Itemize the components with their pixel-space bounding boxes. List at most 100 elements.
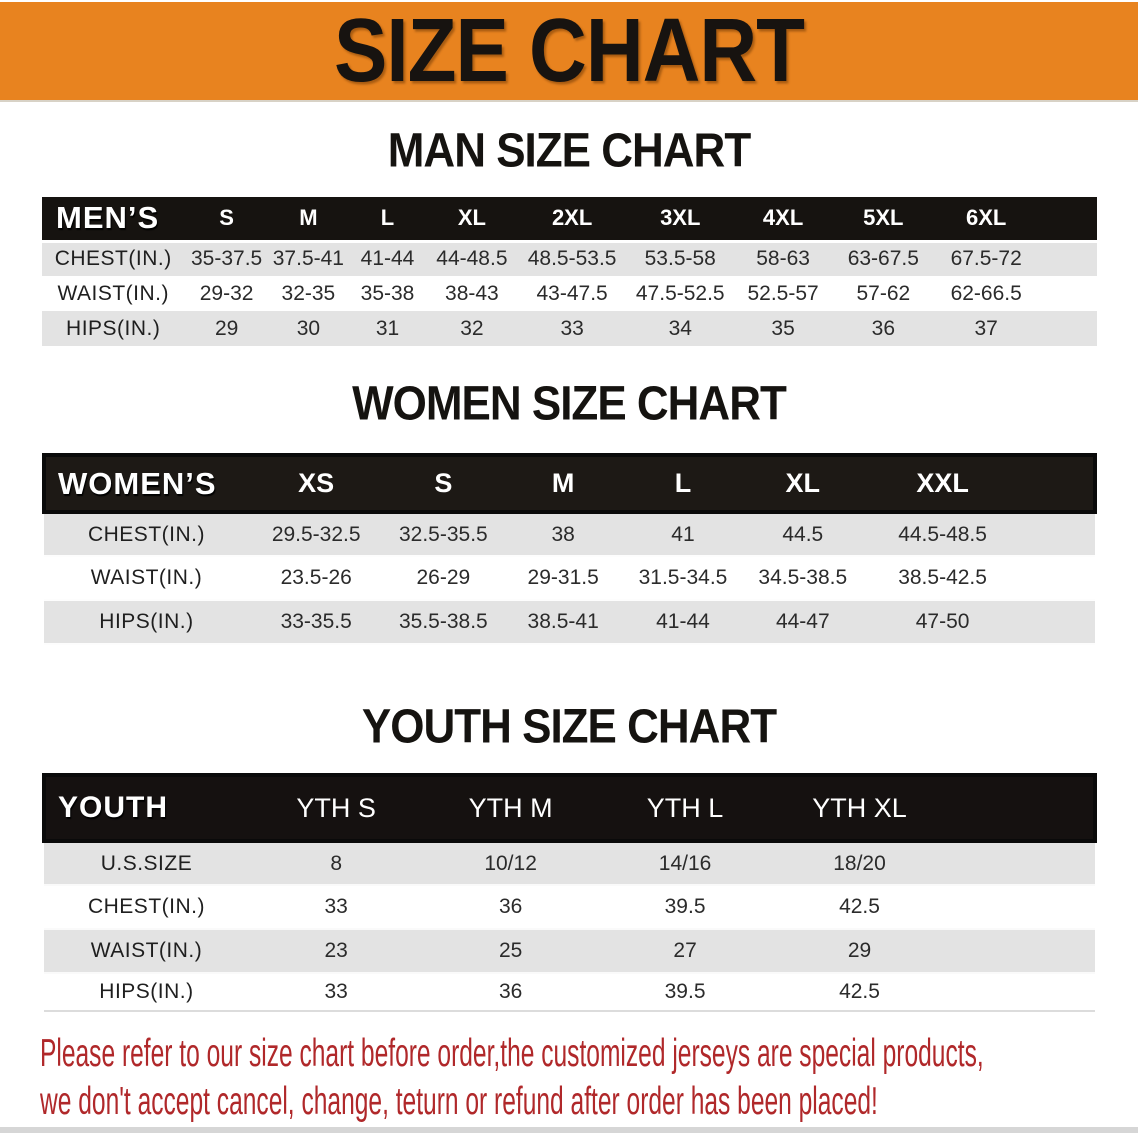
size-column-header: L: [347, 197, 428, 243]
size-value-cell: 44-47: [742, 600, 863, 645]
size-value-cell: 36: [423, 885, 598, 930]
size-column-header: M: [503, 453, 624, 514]
size-column-header: 6XL: [933, 197, 1039, 243]
table-row: WAIST(IN.) 23 25 27 29: [44, 929, 1095, 974]
table-row: CHEST(IN.) 29.5-32.5 32.5-35.5 38 41 44.…: [44, 512, 1095, 557]
size-value-cell: 30: [296, 316, 321, 340]
table-row: WAIST(IN.) 23.5-26 26-29 29-31.5 31.5-34…: [44, 556, 1095, 601]
size-column-header: 3XL: [627, 197, 733, 243]
size-value-cell: 38.5-42.5: [862, 556, 1023, 601]
row-spacer: [946, 885, 1095, 930]
size-column-header: M: [268, 197, 348, 243]
size-value-cell: 34.5-38.5: [742, 556, 863, 601]
size-value-cell: 39.5: [597, 885, 773, 930]
size-value-cell: 38-43: [445, 281, 499, 305]
size-column-header: XL: [742, 453, 863, 514]
size-value-cell: 35-37.5: [191, 247, 263, 271]
size-value-cell: 35-38: [360, 281, 415, 305]
row-spacer: [1039, 311, 1097, 346]
size-value-cell: 18/20: [772, 841, 947, 886]
row-spacer: [1039, 241, 1097, 276]
size-value-cell: 43-47.5: [536, 281, 608, 305]
table-row: WAIST(IN.) 29-32 32-35 35-38 38-43 43-47…: [42, 276, 1097, 311]
header-spacer: [1022, 453, 1097, 514]
size-value-cell: 32: [460, 316, 484, 340]
size-value-cell: 41-44: [623, 600, 743, 645]
size-column-header: YTH XL: [772, 773, 947, 843]
size-value-cell: 34: [668, 316, 692, 340]
table-row: HIPS(IN.) 33 36 39.5 42.5: [44, 973, 1095, 1012]
row-spacer: [946, 929, 1095, 974]
men-section-heading: MAN SIZE CHART: [387, 123, 751, 178]
size-value-cell: 14/16: [597, 841, 773, 886]
row-spacer: [946, 841, 1095, 886]
size-column-header: 4XL: [733, 197, 834, 243]
size-value-cell: 62-66.5: [950, 281, 1022, 305]
row-label: WAIST(IN.): [44, 929, 249, 974]
size-column-header: YTH M: [423, 773, 598, 843]
row-label: CHEST(IN.): [54, 247, 172, 271]
size-value-cell: 33: [560, 316, 584, 340]
youth-section-heading: YOUTH SIZE CHART: [361, 699, 777, 754]
size-value-cell: 42.5: [772, 973, 947, 1012]
table-row: CHEST(IN.) 33 36 39.5 42.5: [44, 885, 1095, 930]
size-value-cell: 44.5: [742, 512, 863, 557]
size-value-cell: 52.5-57: [747, 281, 819, 305]
row-label: HIPS(IN.): [66, 316, 161, 340]
size-value-cell: 10/12: [423, 841, 598, 886]
men-size-table: MEN’S S M L XL 2XL 3XL 4XL 5XL 6XL CHEST…: [42, 197, 1097, 346]
size-value-cell: 33: [248, 973, 424, 1012]
size-value-cell: 32.5-35.5: [383, 512, 504, 557]
size-value-cell: 29: [772, 929, 947, 974]
row-label: HIPS(IN.): [44, 973, 249, 1012]
size-value-cell: 48.5-53.5: [527, 247, 617, 271]
size-value-cell: 27: [597, 929, 773, 974]
row-spacer: [946, 973, 1095, 1012]
banner: SIZE CHART: [0, 0, 1138, 102]
disclaimer-line-1: Please refer to our size chart before or…: [40, 1032, 984, 1075]
size-column-header: 2XL: [516, 197, 628, 243]
size-value-cell: 44-48.5: [436, 247, 508, 271]
size-value-cell: 31.5-34.5: [623, 556, 743, 601]
size-value-cell: 29-32: [199, 281, 254, 305]
size-value-cell: 33-35.5: [248, 600, 384, 645]
size-value-cell: 35: [771, 316, 795, 340]
size-value-cell: 44.5-48.5: [862, 512, 1023, 557]
banner-title: SIZE CHART: [334, 0, 805, 101]
size-value-cell: 36: [871, 316, 895, 340]
size-column-header: S: [383, 453, 504, 514]
size-value-cell: 36: [423, 973, 598, 1012]
table-row: U.S.SIZE 8 10/12 14/16 18/20: [44, 841, 1095, 886]
size-value-cell: 42.5: [772, 885, 947, 930]
size-value-cell: 37.5-41: [272, 247, 344, 271]
table-row: HIPS(IN.) 33-35.5 35.5-38.5 38.5-41 41-4…: [44, 600, 1095, 645]
size-value-cell: 23.5-26: [248, 556, 384, 601]
size-value-cell: 25: [423, 929, 598, 974]
row-spacer: [1022, 600, 1095, 645]
size-column-header: XS: [248, 453, 384, 514]
disclaimer-line-2: we don't accept cancel, change, teturn o…: [40, 1080, 878, 1123]
men-table-corner-label: MEN’S: [42, 197, 185, 243]
header-spacer: [946, 773, 1098, 843]
size-value-cell: 41-44: [360, 247, 415, 271]
size-value-cell: 33: [248, 885, 424, 930]
size-value-cell: 38.5-41: [503, 600, 624, 645]
size-value-cell: 67.5-72: [950, 247, 1022, 271]
table-header-row: YOUTH YTH S YTH M YTH L YTH XL: [42, 773, 1098, 843]
size-value-cell: 32-35: [281, 281, 336, 305]
size-column-header: L: [623, 453, 743, 514]
size-value-cell: 23: [248, 929, 424, 974]
size-column-header: S: [184, 197, 269, 243]
header-spacer: [1038, 197, 1097, 243]
bottom-divider: [0, 1127, 1138, 1133]
size-value-cell: 29: [214, 316, 239, 340]
row-label: CHEST(IN.): [44, 512, 249, 557]
women-table-corner-label: WOMEN’S: [42, 453, 249, 514]
size-column-header: XXL: [862, 453, 1023, 514]
size-value-cell: 38: [503, 512, 624, 557]
row-spacer: [1022, 512, 1095, 557]
size-column-header: YTH L: [597, 773, 773, 843]
row-spacer: [1039, 276, 1097, 311]
size-value-cell: 37: [974, 316, 998, 340]
size-column-header: XL: [427, 197, 517, 243]
